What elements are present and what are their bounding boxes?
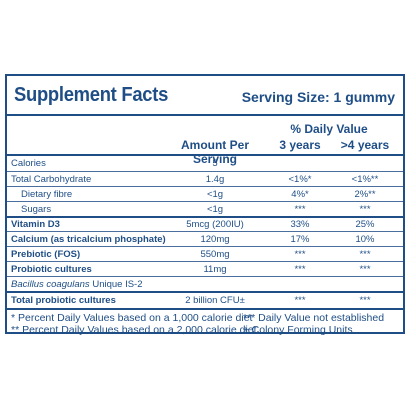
row-amount: 5	[212, 158, 218, 169]
row-label: Calories	[11, 158, 46, 169]
row-label: Prebiotic (FOS)	[11, 249, 81, 260]
row-divider	[7, 171, 403, 172]
footnote-1: * Percent Daily Values based on a 1,000 …	[11, 312, 253, 324]
footnote-3: *** Daily Value not established	[243, 312, 385, 324]
row-divider	[7, 231, 403, 232]
row-amount: 5mcg (200IU)	[186, 219, 244, 230]
row-dv-4y: ***	[359, 204, 371, 215]
table-bottom-divider	[7, 308, 403, 310]
row-label: Probiotic cultures	[11, 264, 92, 275]
section-divider	[7, 291, 403, 293]
table-top-divider	[7, 154, 403, 156]
row-dv-3y: ***	[294, 249, 306, 260]
row-divider	[7, 186, 403, 187]
strain-name: Unique IS-2	[89, 279, 143, 290]
section-divider	[7, 216, 403, 218]
row-dv-4y: 2%**	[354, 189, 376, 200]
age-3-heading: 3 years	[279, 138, 321, 152]
row-label: Sugars	[21, 204, 52, 215]
row-dv-4y: ***	[359, 264, 371, 275]
panel-header: Supplement Facts Serving Size: 1 gummy	[7, 76, 403, 114]
panel-title: Supplement Facts	[14, 84, 169, 106]
strain-genus: Bacillus coagulans	[11, 279, 90, 290]
row-label: Calcium (as tricalcium phosphate)	[11, 234, 166, 245]
row-label: Total Carbohydrate	[11, 174, 92, 185]
row-dv-4y: ***	[359, 295, 371, 306]
row-divider	[7, 201, 403, 202]
age-4-heading: >4 years	[340, 138, 390, 152]
row-label: Total probiotic cultures	[11, 295, 116, 306]
row-amount: 2 billion CFU±	[185, 295, 245, 306]
row-divider	[7, 276, 403, 277]
footnote-4: ± Colony Forming Units	[243, 324, 353, 336]
row-label: Vitamin D3	[11, 219, 60, 230]
row-dv-4y: 25%	[355, 219, 375, 230]
row-dv-3y: 17%	[290, 234, 310, 245]
row-amount: <1g	[206, 204, 224, 215]
row-label-composite: Bacillus coagulans Unique IS-2	[11, 279, 143, 290]
row-divider	[7, 261, 403, 262]
row-dv-3y: ***	[294, 295, 306, 306]
header-divider	[7, 114, 403, 116]
row-dv-3y: ***	[294, 264, 306, 275]
supplement-facts-panel: Supplement Facts Serving Size: 1 gummy %…	[5, 74, 405, 336]
row-amount: 1.4g	[205, 174, 225, 185]
row-amount: 11mg	[203, 264, 227, 275]
row-amount: 550mg	[200, 249, 230, 260]
footnote-2: ** Percent Daily Values based on a 2,000…	[11, 324, 257, 336]
row-dv-4y: 10%	[355, 234, 375, 245]
row-dv-4y: ***	[359, 249, 371, 260]
row-dv-4y: <1%**	[351, 174, 379, 185]
serving-size: Serving Size: 1 gummy	[241, 89, 395, 105]
row-dv-3y: ***	[294, 204, 306, 215]
row-label: Dietary fibre	[21, 189, 73, 200]
row-divider	[7, 246, 403, 247]
row-amount: 120mg	[200, 234, 230, 245]
row-dv-3y: 4%*	[291, 189, 309, 200]
row-dv-3y: 33%	[290, 219, 310, 230]
row-amount: <1g	[206, 189, 224, 200]
row-dv-3y: <1%*	[288, 174, 312, 185]
